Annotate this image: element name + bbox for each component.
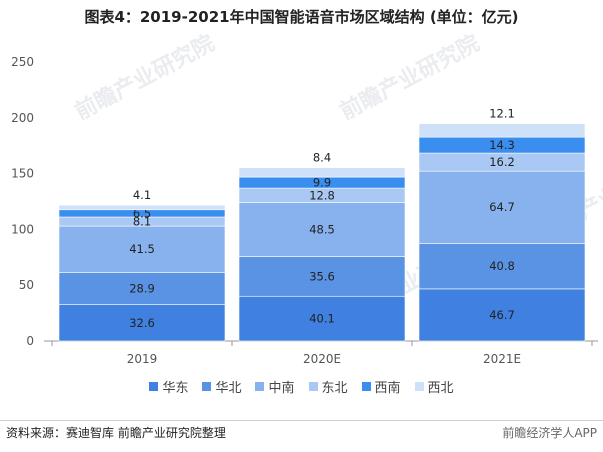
- data-label: 8.1: [133, 215, 151, 229]
- legend-item: 中南: [255, 377, 295, 396]
- legend-swatch: [361, 382, 371, 391]
- x-tick-label: 2021E: [483, 352, 521, 366]
- legend-item: 华东: [149, 377, 188, 396]
- bar-segment: [58, 304, 226, 342]
- bar-segment: [238, 167, 406, 178]
- footer-divider: [0, 420, 603, 421]
- source-note: 资料来源：赛迪智库 前瞻产业研究院整理: [6, 426, 226, 440]
- data-label: 35.6: [309, 269, 335, 283]
- data-label: 8.4: [313, 151, 331, 165]
- legend-swatch: [308, 382, 318, 391]
- data-label: 14.3: [489, 138, 515, 152]
- data-label: 64.7: [489, 200, 515, 214]
- legend-item: 西北: [414, 377, 454, 396]
- bars: 32.628.941.58.16.54.140.135.648.512.89.9…: [58, 107, 586, 342]
- data-label: 41.5: [129, 242, 155, 256]
- data-label: 4.1: [133, 188, 151, 202]
- x-axis: 2019 2020E 2021E: [44, 340, 598, 366]
- data-label: 9.9: [313, 176, 331, 190]
- y-tick-label: 150: [11, 167, 34, 181]
- chart-title: 图表4：2019-2021年中国智能语音市场区域结构 (单位：亿元): [84, 8, 519, 26]
- watermark-text: 前瞻产业研究院: [336, 30, 484, 125]
- legend-swatch: [414, 382, 424, 391]
- legend-label: 中南: [268, 381, 295, 396]
- x-tick-label: 2019: [127, 352, 158, 366]
- y-axis: 0 50 100 150 200 250: [11, 55, 34, 348]
- bar-segment: [238, 202, 406, 257]
- legend-label: 西北: [427, 381, 454, 396]
- bar-segment: [418, 288, 586, 342]
- data-label: 28.9: [129, 281, 155, 295]
- legend-label: 东北: [321, 381, 348, 396]
- legend-item: 华北: [202, 377, 241, 396]
- bar-segment: [238, 295, 406, 342]
- y-tick-label: 0: [26, 334, 34, 348]
- data-label: 16.2: [489, 155, 515, 169]
- data-label: 40.1: [309, 312, 335, 326]
- y-tick-label: 100: [11, 222, 34, 236]
- data-label: 40.8: [489, 259, 515, 273]
- bar-segment: [418, 243, 586, 290]
- x-tick-label: 2020E: [303, 352, 341, 366]
- legend-label: 华北: [215, 381, 242, 396]
- data-label: 12.8: [309, 188, 335, 202]
- data-label: 32.6: [129, 316, 155, 330]
- legend-label: 华东: [162, 381, 189, 396]
- y-tick-label: 200: [11, 111, 34, 125]
- y-tick-label: 50: [19, 278, 34, 292]
- bar-segment: [238, 256, 406, 297]
- bar-segment: [418, 170, 586, 244]
- watermark-text: 前瞻产业研究院: [71, 30, 219, 125]
- y-tick-label: 250: [11, 55, 34, 69]
- data-label: 48.5: [309, 222, 335, 236]
- bar-segment: [418, 123, 586, 138]
- legend-label: 西南: [374, 381, 401, 396]
- legend-item: 西南: [361, 377, 401, 396]
- bar-segment: [58, 272, 226, 305]
- bar-segment: [58, 204, 226, 211]
- data-label: 46.7: [489, 308, 515, 322]
- legend-swatch: [255, 382, 265, 391]
- legend-item: 东北: [308, 377, 348, 396]
- legend-swatch: [202, 382, 212, 391]
- data-label: 12.1: [489, 107, 515, 121]
- legend: 华东 华北 中南 东北 西南 西北: [0, 377, 603, 396]
- brand-label: 前瞻经济学人APP: [502, 426, 597, 440]
- legend-swatch: [149, 382, 159, 391]
- bar-segment: [58, 225, 226, 273]
